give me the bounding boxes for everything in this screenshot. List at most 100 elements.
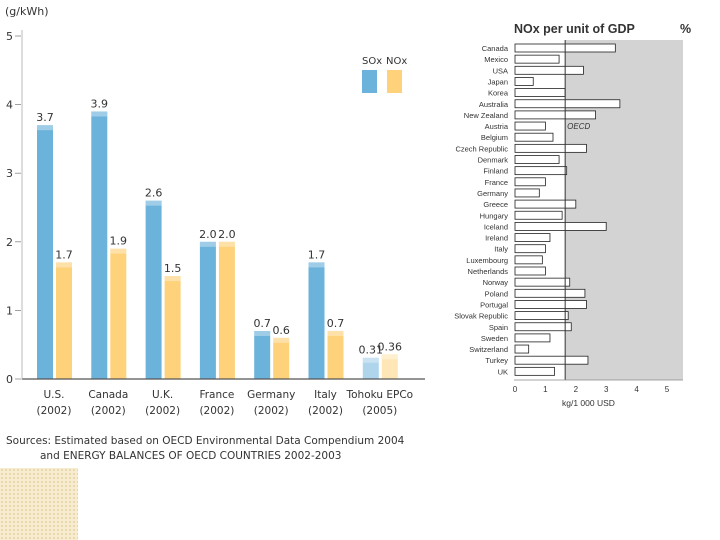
country-bar: [514, 244, 546, 254]
legend-swatch-sox: [362, 70, 377, 93]
country-label: Switzerland: [469, 345, 508, 354]
y-tick-label: 5: [6, 30, 13, 43]
x-tick-label: 0: [513, 385, 518, 394]
country-bar: [514, 333, 551, 343]
category-label: France: [199, 389, 234, 401]
country-bar: [514, 355, 589, 365]
x-axis-labels: U.S. (2002) Canada (2002) U.K. (2002) France (2…: [37, 389, 414, 417]
country-label: Luxembourg: [466, 256, 508, 265]
country-bar: [514, 121, 546, 131]
country-bar: [514, 255, 543, 265]
bar-top-bevel: [273, 337, 290, 343]
country-bar: [514, 110, 596, 120]
bar-value-label: 1.5: [164, 262, 182, 275]
country-label: Germany: [477, 189, 508, 198]
bar-value-label: 0.6: [272, 324, 290, 337]
bar-top-bevel: [56, 262, 72, 268]
category-label: Italy: [314, 389, 337, 401]
bar-top-bevel: [254, 330, 271, 336]
country-label: Belgium: [481, 133, 508, 142]
oecd-reference-label: OECD: [567, 122, 590, 131]
bar-value-label: 0.7: [253, 317, 271, 330]
country-bar: [514, 132, 554, 142]
country-bar: [514, 266, 546, 276]
category-label: U.S.: [43, 389, 64, 401]
country-label: Korea: [488, 89, 509, 98]
category-year-label: (2002): [308, 405, 343, 417]
bar-value-label: 1.7: [308, 248, 326, 261]
country-bar: [514, 199, 577, 209]
bar-sox: [199, 241, 216, 379]
country-label: Spain: [489, 323, 508, 332]
x-tick-label: 3: [604, 385, 609, 394]
country-label: Portugal: [480, 300, 508, 309]
y-tick-label: 0: [6, 373, 13, 386]
country-bar: [514, 155, 560, 164]
bar-value-label: 1.7: [55, 248, 73, 261]
category-year-label: (2005): [362, 405, 397, 417]
bar-value-label: 0.36: [378, 340, 403, 353]
country-label: Finland: [483, 167, 508, 176]
bar-top-bevel: [110, 248, 127, 254]
bar-value-label: 0.7: [327, 317, 345, 330]
country-label: Ireland: [485, 234, 508, 243]
bar-sox: [145, 200, 162, 379]
bar-nox: [327, 330, 344, 379]
country-label: Mexico: [484, 55, 508, 64]
country-bar: [514, 322, 572, 332]
source-line-1: Sources: Estimated based on OECD Environ…: [6, 435, 405, 447]
country-bar: [514, 143, 587, 153]
y-axis-unit-label: (g/kWh): [5, 5, 49, 18]
bar-nox: [273, 337, 290, 379]
y-tick-label: 1: [6, 304, 13, 317]
category-year-label: (2002): [199, 405, 234, 417]
country-label: Sweden: [481, 334, 508, 343]
bar-series: 3.71.73.91.92.61.52.0 2.00.70.61.70.70.31…: [36, 97, 403, 380]
category-year-label: (2002): [91, 405, 126, 417]
country-bar: [514, 344, 530, 354]
country-bar: [514, 366, 555, 376]
country-label: Norway: [483, 278, 509, 287]
bar-top-bevel: [145, 200, 162, 206]
bar-nox: [218, 241, 235, 379]
bar-sox: [37, 125, 53, 380]
country-label: Netherlands: [468, 267, 509, 276]
bar-sox: [91, 111, 108, 380]
bar-value-label: 2.0: [218, 228, 236, 241]
country-label: Poland: [485, 289, 508, 298]
x-tick-label: 4: [634, 385, 639, 394]
bar-top-bevel: [362, 357, 379, 363]
y-tick-label: 4: [6, 99, 13, 112]
source-note: Sources: Estimated based on OECD Environ…: [6, 434, 426, 464]
country-label: Slovak Republic: [454, 312, 508, 321]
legend: SOx NOx: [362, 56, 407, 93]
country-bar: [514, 311, 569, 321]
bar-value-label: 0.31: [359, 344, 384, 357]
country-label: Japan: [488, 77, 508, 86]
legend-swatch-nox: [387, 70, 402, 93]
category-year-label: (2002): [37, 405, 72, 417]
country-bar: [514, 288, 586, 298]
x-tick-label: 2: [574, 385, 579, 394]
bar-top-bevel: [218, 241, 235, 247]
bar-nox: [110, 248, 127, 379]
bar-top-bevel: [308, 262, 325, 268]
country-label: Italy: [494, 245, 508, 254]
bar-value-label: 2.0: [199, 228, 217, 241]
country-label: UK: [498, 367, 508, 376]
bar-sox: [362, 357, 379, 379]
country-label: Czech Republic: [455, 144, 508, 153]
country-label: USA: [493, 66, 508, 75]
bar-sox: [308, 262, 325, 379]
chart-title: NOx per unit of GDP: [514, 22, 635, 36]
y-tick-label: 2: [6, 236, 13, 249]
x-axis-ticks: 0 1 2 3 4 5: [513, 385, 670, 394]
bar-nox: [56, 262, 72, 379]
legend-label-nox: NOx: [386, 56, 407, 67]
bar-top-bevel: [381, 354, 398, 360]
country-bar: [514, 166, 568, 176]
country-bar: [514, 221, 607, 231]
bar-top-bevel: [199, 241, 216, 247]
